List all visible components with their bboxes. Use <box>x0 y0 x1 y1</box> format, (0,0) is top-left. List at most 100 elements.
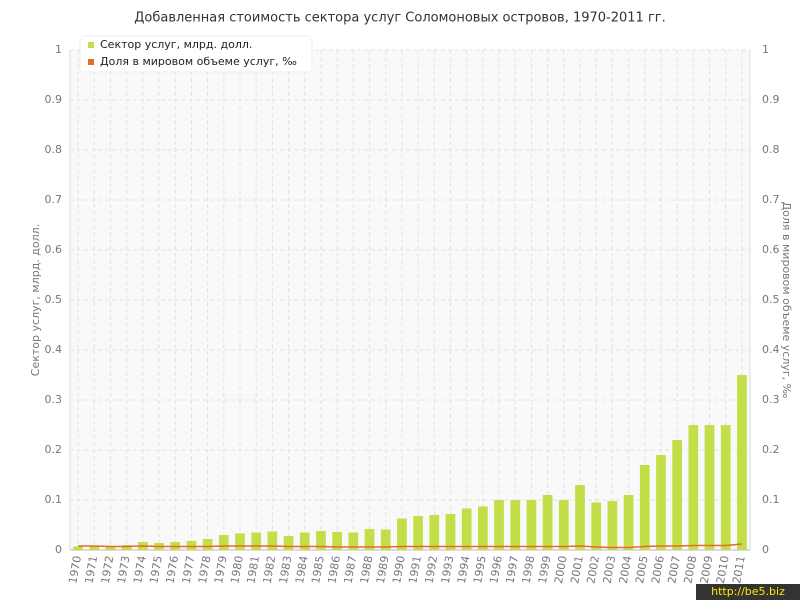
x-tick-label: 2003 <box>601 555 619 585</box>
y-tick-label: 1 <box>55 43 62 56</box>
x-tick-label: 1982 <box>261 555 279 585</box>
legend-label: Доля в мировом объеме услуг, ‰ <box>100 55 297 68</box>
x-tick-label: 1989 <box>374 555 392 585</box>
bar <box>639 465 650 550</box>
chart-title: Добавленная стоимость сектора услуг Соло… <box>134 11 666 26</box>
x-tick-label: 1970 <box>66 555 84 585</box>
bar <box>413 516 423 550</box>
bar <box>186 541 197 550</box>
y2-tick-label: 0.3 <box>762 393 780 406</box>
bar <box>105 547 116 550</box>
bar <box>251 532 262 550</box>
x-tick-label: 1975 <box>147 555 165 585</box>
y-tick-label: 0 <box>55 543 62 556</box>
x-tick-label: 2010 <box>714 555 732 585</box>
x-tick-label: 1980 <box>228 555 246 585</box>
bar <box>737 375 747 550</box>
y2-tick-label: 0.8 <box>762 143 780 156</box>
y-tick-label: 0.7 <box>45 193 63 206</box>
bar <box>397 518 407 550</box>
x-tick-label: 2007 <box>665 555 683 585</box>
x-tick-label: 1999 <box>536 555 554 585</box>
bar <box>235 533 245 550</box>
bar <box>202 539 213 550</box>
bar <box>332 532 342 550</box>
bar <box>478 506 488 550</box>
bar <box>656 455 666 550</box>
bar <box>672 440 682 550</box>
bar <box>623 495 634 550</box>
bar <box>575 485 585 550</box>
y-tick-label: 0.8 <box>45 143 63 156</box>
bar <box>364 529 375 550</box>
bar <box>510 500 521 550</box>
x-tick-label: 1976 <box>163 555 181 585</box>
x-tick-label: 2000 <box>552 555 570 585</box>
x-tick-label: 1992 <box>423 555 441 585</box>
bar <box>688 425 699 550</box>
x-tick-label: 2002 <box>584 555 602 585</box>
x-tick-label: 1983 <box>277 555 295 585</box>
x-tick-label: 2006 <box>649 555 667 585</box>
bar <box>73 546 83 550</box>
y2-tick-label: 0.9 <box>762 93 780 106</box>
bar <box>299 532 310 550</box>
bar <box>316 531 326 550</box>
y2-axis-title: Доля в мировом объеме услуг, ‰ <box>780 202 793 399</box>
y-tick-label: 0.6 <box>45 243 63 256</box>
bar <box>283 536 294 550</box>
x-tick-label: 1972 <box>99 555 117 585</box>
y2-tick-label: 0.6 <box>762 243 780 256</box>
x-tick-label: 1996 <box>487 555 505 585</box>
x-tick-label: 1984 <box>293 555 311 585</box>
bar <box>429 515 440 550</box>
x-tick-label: 1979 <box>212 555 230 585</box>
bar <box>121 545 132 550</box>
bar <box>591 502 602 550</box>
x-tick-label: 2011 <box>730 555 748 585</box>
legend-label: Сектор услуг, млрд. долл. <box>100 38 252 51</box>
x-tick-label: 1986 <box>325 555 343 585</box>
bar <box>704 425 715 550</box>
y2-tick-label: 1 <box>762 43 769 56</box>
legend-box <box>79 35 313 73</box>
x-tick-label: 1997 <box>503 555 521 585</box>
bar <box>267 531 278 550</box>
x-tick-label: 1995 <box>471 555 489 585</box>
x-tick-label: 1981 <box>244 555 262 585</box>
x-tick-label: 2009 <box>698 555 716 585</box>
watermark: http://be5.biz <box>711 585 785 598</box>
y2-tick-label: 0 <box>762 543 769 556</box>
x-tick-label: 2005 <box>633 555 651 585</box>
line <box>78 543 742 549</box>
bar <box>218 535 229 550</box>
y2-tick-label: 0.7 <box>762 193 780 206</box>
x-tick-label: 2001 <box>568 555 586 585</box>
y2-tick-label: 0.1 <box>762 493 780 506</box>
y-tick-label: 0.4 <box>45 343 63 356</box>
y-tick-label: 0.3 <box>45 393 63 406</box>
bar <box>461 508 472 550</box>
x-tick-label: 1974 <box>131 555 149 585</box>
x-tick-label: 1978 <box>196 555 214 585</box>
bar <box>494 500 504 550</box>
x-tick-label: 1994 <box>455 555 473 585</box>
y-tick-label: 0.9 <box>45 93 63 106</box>
x-tick-label: 1971 <box>83 555 101 585</box>
bar <box>720 425 731 550</box>
x-tick-label: 1990 <box>390 555 408 585</box>
bar <box>89 546 100 550</box>
legend-swatch <box>88 59 94 65</box>
y-tick-label: 0.1 <box>45 493 63 506</box>
x-tick-label: 1988 <box>358 555 376 585</box>
y2-tick-label: 0.2 <box>762 443 780 456</box>
x-tick-label: 2008 <box>682 555 700 585</box>
y2-tick-label: 0.4 <box>762 343 780 356</box>
x-tick-label: 1987 <box>342 555 360 585</box>
plot: 0 0.1 0.2 0.3 0.4 0.5 0.6 0.7 0.8 0.9 1 0 0.1 0.2 0.3 0… <box>45 35 780 585</box>
bar <box>558 500 569 550</box>
x-tick-label: 1998 <box>520 555 538 585</box>
bar <box>607 501 618 550</box>
x-tick-label: 2004 <box>617 555 635 585</box>
x-tick-label: 1985 <box>309 555 327 585</box>
